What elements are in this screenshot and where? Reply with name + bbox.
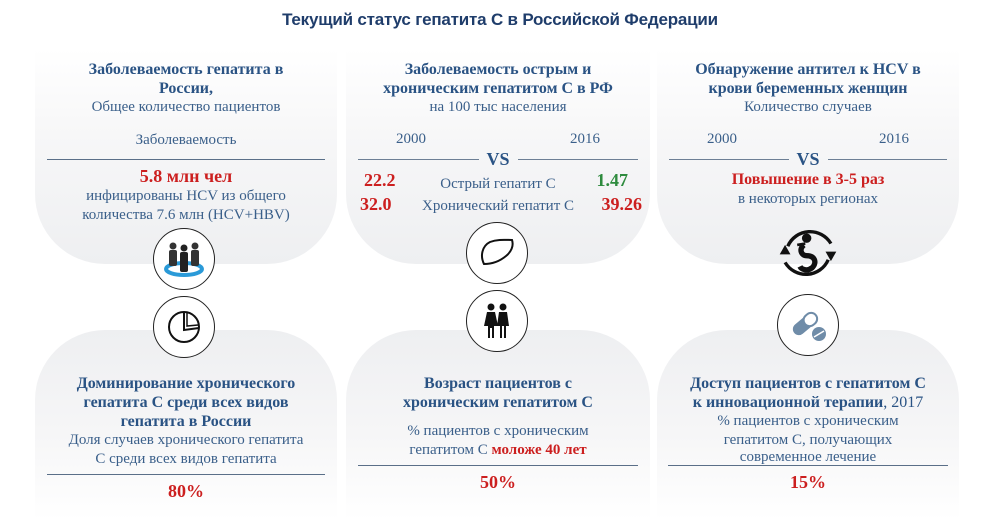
- year-right: 2016: [570, 131, 600, 147]
- acute-2016-value: 1.47: [596, 170, 629, 190]
- vs-divider: VS: [669, 149, 948, 169]
- years-row: 2000 2016: [346, 131, 650, 148]
- year-left: 2000: [396, 131, 426, 147]
- divider: [668, 465, 948, 466]
- divider: [47, 159, 325, 160]
- panel-pregnant-antibodies: Обнаружение антител к HCV в крови береме…: [657, 48, 959, 264]
- years-row: 2000 2016: [657, 131, 959, 148]
- chronic-label: Хронический гепатит С: [421, 198, 574, 214]
- panel-chronic-dominance: Доминирование хронического гепатита С ср…: [35, 330, 337, 520]
- panel-therapy-access: Доступ пациентов с гепатитом С к инновац…: [657, 330, 959, 520]
- acute-2000-value: 22.2: [364, 170, 396, 190]
- people-group-icon: [153, 228, 215, 290]
- divider: [47, 474, 325, 475]
- share-value: 80%: [168, 481, 204, 501]
- panel-title: Доминирование хронического: [76, 375, 296, 392]
- increase-value: Повышение в 3-5 раз: [731, 171, 885, 188]
- vs-divider: VS: [358, 149, 639, 169]
- panel-description: гепатитом С, получающих: [723, 432, 893, 448]
- share-value: 50%: [480, 472, 516, 492]
- pregnant-woman-cycle-icon: [777, 222, 839, 284]
- panel-title: хроническим гепатитом С в РФ: [383, 80, 613, 97]
- panel-title: гепатита в России: [120, 413, 252, 430]
- vs-label: VS: [796, 149, 820, 169]
- panel-description: % пациентов с хроническим: [717, 413, 899, 429]
- panel-title: России,: [158, 80, 213, 97]
- divider: [358, 465, 638, 466]
- panel-subtitle: Количество случаев: [744, 99, 872, 115]
- infected-value: 5.8 млн чел: [139, 166, 233, 186]
- panel-title: гепатита С среди всех видов: [83, 394, 289, 411]
- panel-description: современное лечение: [739, 449, 877, 465]
- panel-subtitle: Общее количество пациентов: [91, 99, 281, 115]
- year-right: 2016: [879, 131, 909, 147]
- panel-description: Доля случаев хронического гепатита: [68, 432, 304, 448]
- chronic-2016-value: 39.26: [601, 194, 643, 214]
- panel-description: количества 7.6 млн (HCV+HBV): [82, 207, 290, 223]
- panel-subtitle: на 100 тыс населения: [429, 99, 567, 115]
- chronic-2000-value: 32.0: [360, 194, 392, 214]
- panel-title: хроническим гепатитом С: [403, 394, 593, 411]
- title-bold: к инновационной терапии: [692, 394, 884, 411]
- age-highlight: моложе 40 лет: [491, 442, 587, 458]
- chronic-row: 32.0 Хронический гепатит С 39.26: [346, 194, 650, 218]
- panel-description: % пациентов с хроническим: [407, 423, 589, 439]
- panel-description: в некоторых регионах: [737, 191, 879, 207]
- panel-description: С среди всех видов гепатита: [95, 451, 277, 467]
- acute-label: Острый гепатит С: [440, 176, 556, 192]
- panel-title: Обнаружение антител к HCV в: [695, 61, 921, 78]
- panel-title: крови беременных женщин: [708, 80, 908, 97]
- pie-chart-icon: [153, 296, 215, 358]
- panel-title: Заболеваемость гепатита в: [88, 61, 284, 78]
- share-value: 15%: [790, 472, 826, 492]
- panel-description: инфицированы HCV из общего: [86, 188, 286, 204]
- panel-title: к инновационной терапии, 2017: [657, 393, 959, 412]
- man-woman-icon: [466, 290, 528, 352]
- vs-label: VS: [486, 149, 510, 169]
- panel-description: гепатитом С моложе 40 лет: [346, 441, 650, 460]
- liver-icon: [466, 222, 528, 284]
- page-title: Текущий статус гепатита С в Российской Ф…: [282, 10, 718, 29]
- pills-icon: [777, 294, 839, 356]
- acute-row: 22.2 Острый гепатит С 1.47: [346, 170, 650, 194]
- panel-title: Доступ пациентов с гепатитом С: [690, 375, 926, 392]
- panel-patient-age: Возраст пациентов с хроническим гепатито…: [346, 330, 650, 520]
- year-left: 2000: [707, 131, 737, 147]
- title-year: , 2017: [883, 394, 924, 411]
- panel-label: Заболеваемость: [135, 132, 237, 148]
- description-text: гепатитом С: [409, 442, 492, 458]
- panel-incidence-russia: Заболеваемость гепатита в России, Общее …: [35, 48, 337, 264]
- panel-title: Возраст пациентов с: [424, 375, 572, 392]
- panel-title: Заболеваемость острым и: [404, 61, 592, 78]
